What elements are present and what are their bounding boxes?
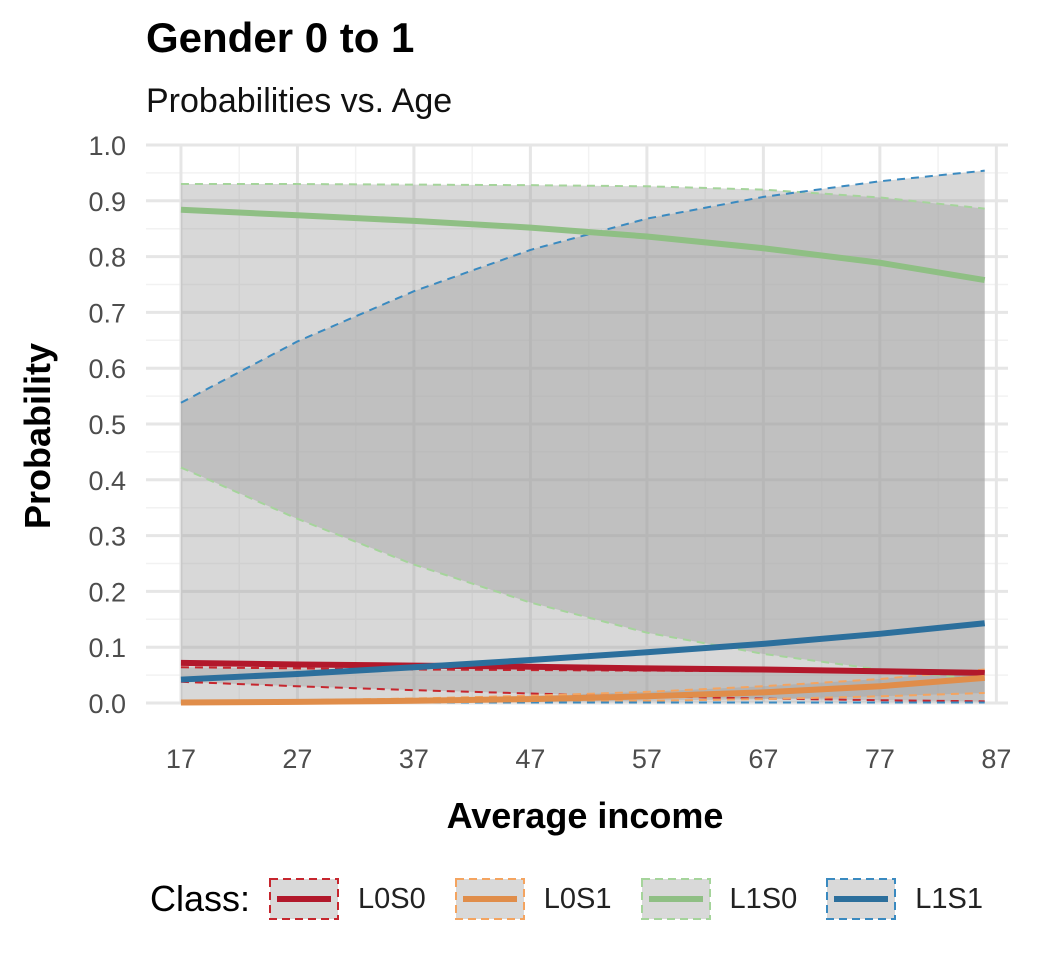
x-tick-label: 87	[981, 744, 1011, 774]
legend-item-l0s0: L0S0	[268, 877, 426, 921]
legend-item-l1s0: L1S0	[640, 877, 798, 921]
series-line-l0s1	[180, 674, 985, 706]
band-lower-edge-l1s0	[180, 466, 985, 681]
y-tick-label: 0.6	[88, 354, 126, 384]
legend-key-l1s0	[640, 878, 711, 920]
chart-title: Gender 0 to 1	[146, 14, 415, 61]
band-lower-edge-l0s1	[180, 691, 985, 704]
legend-title: Class:	[150, 878, 251, 919]
y-tick-label: 0.0	[88, 689, 126, 719]
x-tick-label: 17	[166, 744, 196, 774]
band-upper-edge-l0s1	[180, 668, 985, 703]
legend-label-l1s1: L1S1	[915, 882, 983, 915]
x-tick-label: 77	[865, 744, 895, 774]
series-line-l1s0	[180, 206, 986, 283]
y-axis-title: Probability	[17, 343, 58, 529]
series-line-l0s0	[180, 659, 985, 676]
chart-subtitle: Probabilities vs. Age	[146, 82, 453, 120]
series-line-l1s1	[180, 620, 986, 683]
legend-key-l0s1	[454, 878, 525, 920]
band-upper-edge-l1s0	[180, 183, 985, 210]
x-tick-label: 67	[748, 744, 778, 774]
y-tick-label: 1.0	[88, 131, 126, 161]
confidence-band-l0s1	[180, 669, 985, 703]
legend-key-l1s1	[826, 878, 897, 920]
y-tick-label: 0.5	[88, 410, 126, 440]
y-tick-label: 0.1	[88, 633, 126, 663]
y-tick-label: 0.3	[88, 522, 126, 552]
band-upper-edge-l1s1	[180, 169, 985, 404]
line-chart: 0.0 0.1 0.2 0.3 0.4 0.5 0.6 0.7 0.8 0.9 1.0 17 27 37 4…	[17, 131, 1011, 836]
x-axis-title: Average income	[447, 795, 724, 836]
x-tick-label: 57	[632, 744, 662, 774]
y-tick-label: 0.7	[88, 298, 126, 328]
legend-label-l1s0: L1S0	[729, 882, 798, 915]
legend: Class: L0S0 L0S1 L1S0 L1S1	[150, 872, 1011, 926]
x-tick-label: 27	[282, 744, 312, 774]
legend-label-l0s1: L0S1	[543, 882, 612, 915]
confidence-band-l1s1	[180, 170, 985, 703]
x-tick-label: 47	[515, 744, 545, 774]
legend-item-l1s1: L1S1	[825, 877, 983, 921]
y-tick-label: 0.4	[88, 466, 126, 496]
y-tick-label: 0.2	[88, 577, 126, 607]
x-tick-label: 37	[399, 744, 429, 774]
y-tick-label: 0.9	[88, 187, 126, 217]
legend-key-l0s0	[269, 878, 340, 920]
legend-item-l0s1: L0S1	[454, 877, 612, 921]
confidence-band-l1s0	[180, 184, 985, 680]
y-tick-label: 0.8	[88, 243, 126, 273]
legend-label-l0s0: L0S0	[358, 882, 426, 915]
